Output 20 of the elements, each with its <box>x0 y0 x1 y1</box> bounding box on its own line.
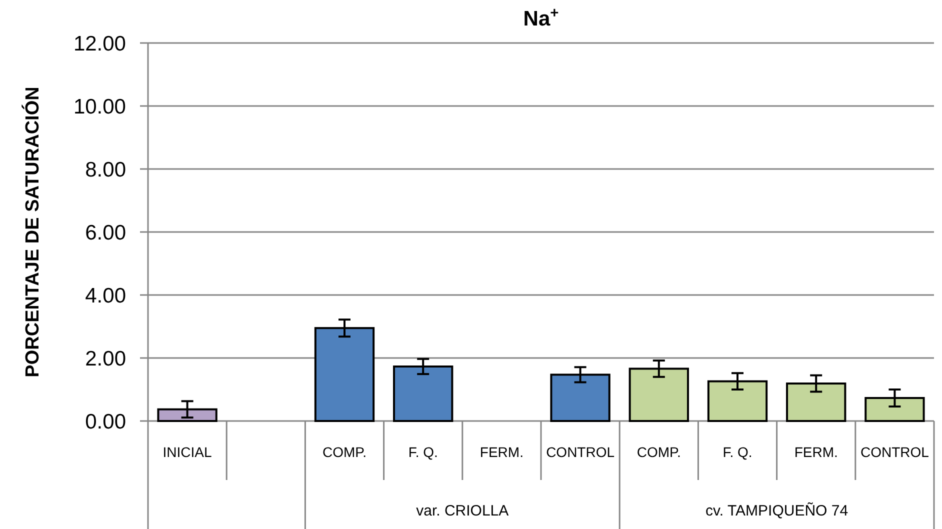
x-tick-label: F. Q. <box>408 444 438 460</box>
y-tick-label: 6.00 <box>85 221 126 244</box>
x-tick-label: FERM. <box>794 444 838 460</box>
chart-title: Na$^{+}$ <box>523 5 559 30</box>
x-tick-label: COMP. <box>636 444 681 460</box>
y-tick-label: 10.00 <box>73 95 126 118</box>
x-tick-label: CONTROL <box>546 444 615 460</box>
y-axis-title: PORCENTAJE DE SATURACIÓN <box>22 86 44 378</box>
x-tick-label: COMP. <box>322 444 367 460</box>
y-tick-label: 4.00 <box>85 284 126 308</box>
text: cv. TAMPIQUEÑO 74 <box>706 501 848 520</box>
text: var. CRIOLLA <box>416 502 509 520</box>
y-tick-label: 0.00 <box>85 410 126 434</box>
y-tick-label: 12.00 <box>73 32 126 56</box>
x-tick-label: INICIAL <box>162 444 212 460</box>
x-tick-label: FERM. <box>480 444 524 460</box>
y-tick-label: 8.00 <box>85 158 126 182</box>
x-tick-label: CONTROL <box>860 444 930 460</box>
x-tick-label: F. Q. <box>722 444 752 460</box>
y-tick-label: 2.00 <box>85 347 126 370</box>
